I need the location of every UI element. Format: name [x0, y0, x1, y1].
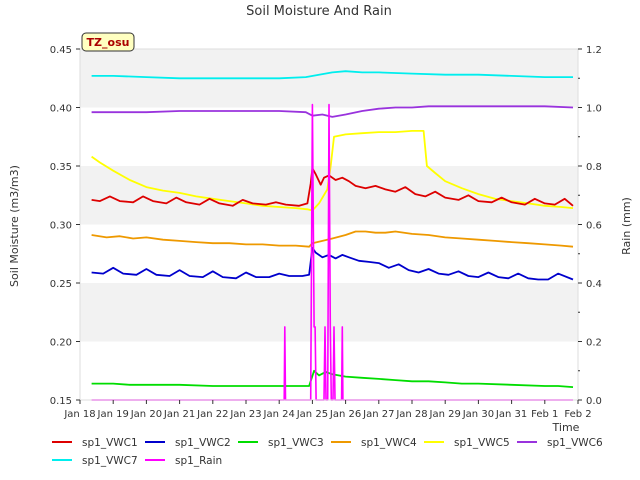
x-tick-label: Jan 18 [63, 409, 95, 420]
plot-series [91, 70, 574, 401]
site-label-box: TZ_osu [81, 32, 135, 52]
y2-tick-label: 0.8 [586, 162, 602, 173]
x-axis: Jan 18 Jan 19 Jan 20 Jan 21 Jan 22 Jan 23 Jan … [63, 400, 592, 420]
y2-tick-label: 0.6 [586, 221, 602, 232]
legend: sp1_VWC1 sp1_VWC2 sp1_VWC3 sp1_VWC4 sp1_VWC5… [52, 437, 603, 467]
x-tick-label: Jan 31 [495, 409, 527, 420]
x-tick-label: Jan 27 [362, 409, 394, 420]
y-axis-left: 0.15 0.20 0.25 0.30 0.35 0.40 0.45 [50, 45, 80, 407]
y-axis-label: Soil Moisture (m3/m3) [8, 165, 21, 287]
y-tick-label: 0.30 [50, 221, 72, 232]
x-tick-label: Jan 21 [163, 409, 195, 420]
y-tick-label: 0.45 [50, 45, 72, 56]
series-line-sp1-vwc3 [91, 369, 574, 388]
x-tick-label: Jan 26 [329, 409, 361, 420]
x-axis-label: Time [552, 421, 580, 434]
x-tick-label: Feb 2 [564, 409, 591, 420]
y2-tick-label: 0.0 [586, 396, 602, 407]
x-tick-label: Jan 25 [296, 409, 328, 420]
legend-label: sp1_Rain [175, 455, 222, 467]
y-tick-label: 0.20 [50, 338, 72, 349]
series-line-sp1-vwc6 [91, 105, 574, 118]
y-tick-label: 0.25 [50, 279, 72, 290]
grid-band [80, 341, 578, 400]
y2-tick-label: 0.2 [586, 338, 602, 349]
site-label: TZ_osu [87, 36, 130, 49]
grid-band [80, 283, 578, 342]
x-tick-label: Jan 30 [462, 409, 494, 420]
y2-tick-label: 1.2 [586, 45, 602, 56]
x-tick-label: Jan 28 [395, 409, 427, 420]
y2-axis-label: Rain (mm) [620, 197, 633, 255]
series-line-sp1-vwc1 [91, 167, 574, 207]
legend-label: sp1_VWC1 [82, 437, 138, 449]
x-tick-label: Jan 19 [97, 409, 129, 420]
y-tick-label: 0.40 [50, 104, 72, 115]
legend-label: sp1_VWC7 [82, 455, 138, 467]
x-tick-label: Jan 24 [263, 409, 295, 420]
x-tick-label: Feb 1 [531, 409, 558, 420]
y2-tick-label: 1.0 [586, 104, 602, 115]
y-axis-right: 0.0 0.2 0.4 0.6 0.8 1.0 1.2 [578, 45, 602, 407]
legend-label: sp1_VWC2 [175, 437, 231, 449]
legend-label: sp1_VWC4 [361, 437, 417, 449]
legend-label: sp1_VWC3 [268, 437, 324, 449]
x-tick-label: Jan 23 [229, 409, 261, 420]
series-line-sp1-vwc4 [91, 230, 574, 248]
series-line-sp1-vwc2 [91, 246, 574, 281]
y-tick-label: 0.35 [50, 162, 72, 173]
y2-tick-label: 0.4 [586, 279, 602, 290]
x-tick-label: Jan 20 [130, 409, 162, 420]
legend-label: sp1_VWC6 [547, 437, 603, 449]
series-line-sp1-vwc5 [91, 129, 574, 212]
x-tick-label: Jan 22 [196, 409, 228, 420]
x-tick-label: Jan 29 [429, 409, 461, 420]
series-line-sp1-vwc7 [91, 70, 573, 80]
legend-label: sp1_VWC5 [454, 437, 510, 449]
y-tick-label: 0.15 [50, 396, 72, 407]
chart-title: Soil Moisture And Rain [246, 4, 392, 19]
